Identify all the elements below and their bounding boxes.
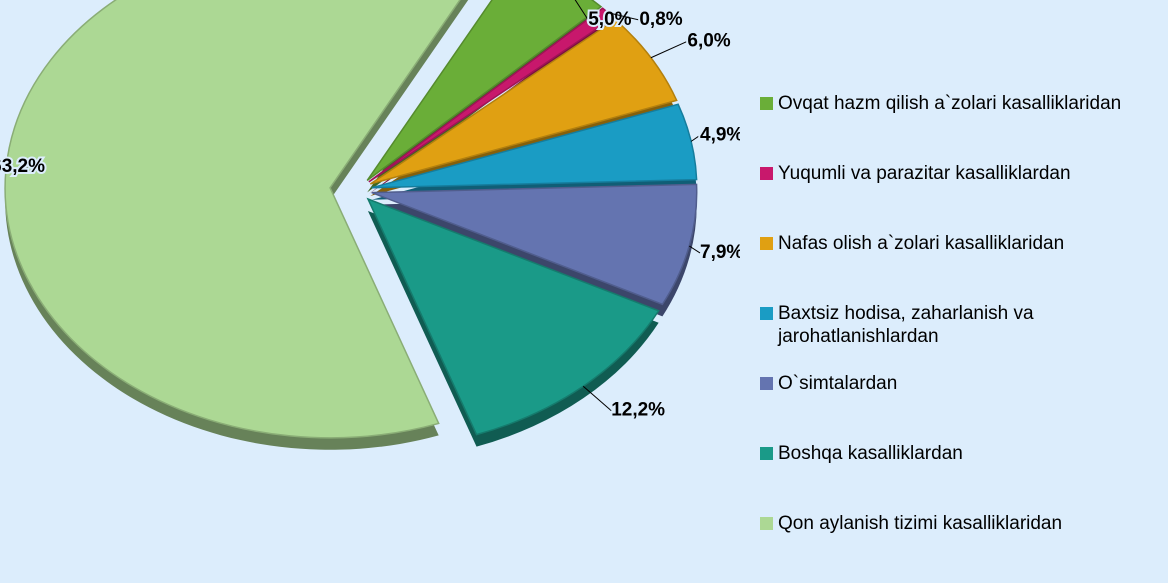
slice <box>371 103 698 189</box>
legend-label: Nafas olish a`zolari kasalliklaridan <box>778 233 1065 254</box>
legend-label: Yuqumli va parazitar kasalliklardan <box>778 163 1071 184</box>
legend-label: Qon aylanish tizimi kasalliklaridan <box>778 513 1063 534</box>
slice <box>371 183 698 306</box>
legend-item: Nafas olish a`zolari kasalliklaridan <box>760 232 1165 255</box>
slice <box>368 7 615 183</box>
data-label: 0,8% <box>639 9 682 30</box>
data-label: 4,9% <box>700 124 740 145</box>
legend-item: Boshqa kasalliklardan <box>760 442 1165 465</box>
legend-swatch <box>760 377 773 390</box>
slice <box>369 18 678 185</box>
data-label: 5,0% <box>588 9 631 30</box>
legend-item: O`simtalardan <box>760 372 1165 395</box>
legend-swatch <box>760 167 773 180</box>
legend-label: Ovqat hazm qilish a`zolari kasalliklarid… <box>778 93 1122 114</box>
leader-line <box>574 0 589 21</box>
slice <box>366 197 660 436</box>
legend-item: Baxtsiz hodisa, zaharlanish va jarohatla… <box>760 302 1165 348</box>
legend-label: Boshqa kasalliklardan <box>778 443 963 464</box>
leader-line <box>608 12 640 21</box>
pie-area: 5,0% 0,8%6,0% 4,9% 7,9% 12,2% 63,2% <box>0 0 740 450</box>
legend-swatch <box>760 97 773 110</box>
legend-swatch <box>760 237 773 250</box>
legend-label: Baxtsiz hodisa, zaharlanish va jarohatla… <box>778 303 1034 347</box>
data-label: 12,2% <box>611 400 665 421</box>
leader-line <box>5 166 46 170</box>
legend-item: Yuqumli va parazitar kasalliklardan <box>760 162 1165 185</box>
slice <box>366 0 603 182</box>
legend-item: Ovqat hazm qilish a`zolari kasalliklarid… <box>760 92 1165 115</box>
leader-line <box>650 40 688 59</box>
data-label: 7,9% <box>700 242 740 263</box>
data-label: 63,2% <box>0 156 45 177</box>
legend-item: Qon aylanish tizimi kasalliklaridan <box>760 512 1165 535</box>
leader-line <box>688 245 701 254</box>
leader-line <box>582 385 612 412</box>
legend: Ovqat hazm qilish a`zolari kasalliklarid… <box>760 0 1165 583</box>
legend-swatch <box>760 447 773 460</box>
leader-line <box>690 134 701 142</box>
legend-swatch <box>760 517 773 530</box>
legend-label: O`simtalardan <box>778 373 898 394</box>
data-label: 6,0% <box>687 30 730 51</box>
slice <box>4 0 461 439</box>
legend-swatch <box>760 307 773 320</box>
